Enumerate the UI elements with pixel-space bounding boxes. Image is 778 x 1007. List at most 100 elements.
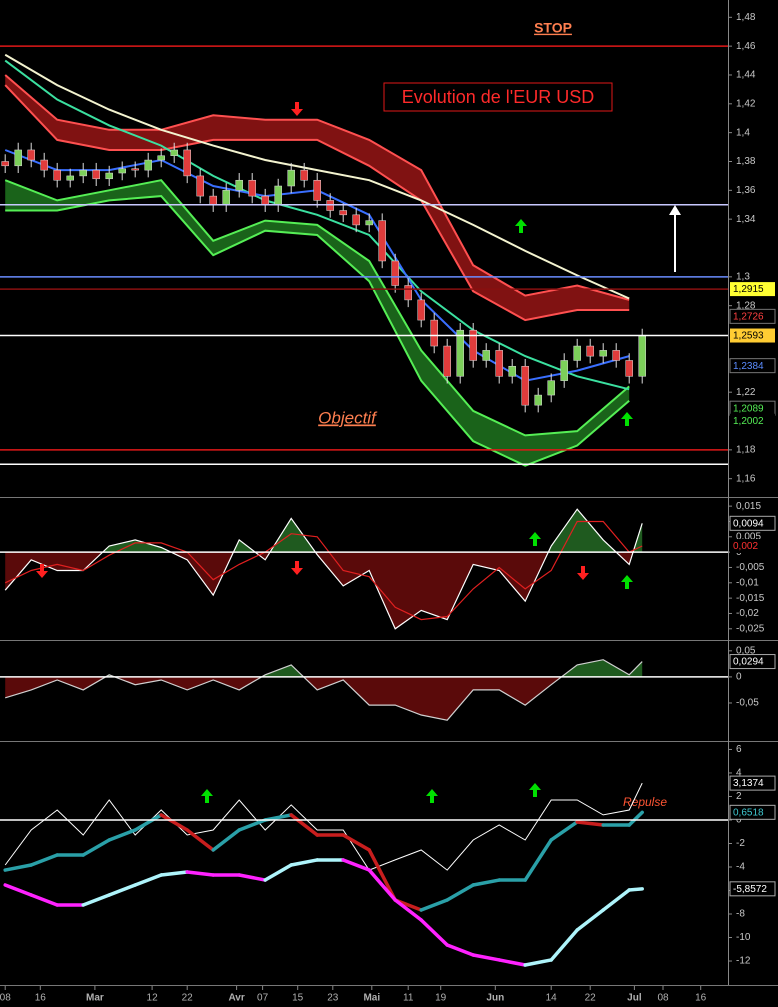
indicator-segment [289,813,319,837]
indicator-segment [341,858,371,872]
indicator-segment [81,838,111,857]
repulse-label: Repulse [623,795,667,809]
price-label: 1,2726 [733,311,764,322]
candle-body [209,195,217,205]
x-tick-label: 16 [695,993,707,1004]
x-tick-label: 11 [403,993,414,1004]
candle-body [183,149,191,177]
candle-body [1,161,9,167]
candle-body [456,329,464,377]
indicator-segment [445,943,475,957]
candle-body [365,220,373,226]
y-tick-label: 1,48 [736,12,756,23]
x-tick-label: Jul [627,993,642,1004]
x-tick-label: 22 [585,993,597,1004]
candle-body [14,149,22,167]
candle-body [287,169,295,187]
y-tick-label: 1,28 [736,300,756,311]
candle-body [261,195,269,205]
indicator-segment [341,833,371,852]
candle-body [599,350,607,357]
target-arrow-head [669,205,681,215]
y-tick-label: 1,44 [736,70,756,81]
candle-body [131,168,139,171]
chart-title: Evolution de l'EUR USD [402,87,595,107]
x-tick-label: 16 [35,993,47,1004]
candle-body [378,220,386,262]
x-tick-label: 15 [292,993,304,1004]
indicator-segment [289,858,319,867]
y-tick-label: 1,38 [736,156,756,167]
band-upper-edge [4,74,630,301]
candle-body [274,185,282,205]
indicator-segment [107,828,137,842]
indicator-segment [523,838,553,882]
y-tick-label: -10 [736,932,751,943]
candle-body [66,175,74,181]
indicator-segment [107,883,137,897]
indicator-segment [471,878,501,887]
price-label: 0,0094 [733,518,764,529]
indicator-segment [393,898,423,922]
price-label: 1,2593 [733,331,764,342]
y-tick-label: 0 [736,672,742,683]
negative-area [5,552,643,629]
price-label: 1,2089 [733,403,764,414]
price-label: 0,6518 [733,807,764,818]
y-tick-label: 2 [736,791,742,802]
candle-body [248,179,256,197]
candle-body [430,319,438,347]
price-label-box [729,308,776,324]
candle-body [118,168,126,174]
price-label-box [730,413,775,428]
y-tick-label: 1,46 [736,41,756,52]
price-label-box [730,282,775,297]
candle-body [79,169,87,177]
candle-body [222,190,230,205]
y-tick-label: 0,015 [736,501,761,512]
band-lower-edge [5,195,630,467]
indicator-segment [471,953,501,962]
candle-body [612,350,620,361]
indicator-segment [185,828,215,852]
price-label-box [729,881,776,897]
x-tick-label: 22 [182,993,194,1004]
indicator-segment [627,887,644,892]
y-tick-label: -0,005 [736,562,765,573]
price-label-box [729,804,776,820]
negative-area [5,676,643,721]
y-tick-label: 0,05 [736,645,756,656]
y-tick-label: 4 [736,768,742,779]
candle-body [105,172,113,180]
price-label: 1,2002 [733,416,764,427]
candle-body [300,169,308,181]
candle-body [443,345,451,377]
series-layer: 1,481,461,441,421,41,381,361,341,31,281,… [0,12,776,1004]
signal-arrows [36,102,681,803]
stop-label: STOP [534,20,572,36]
band-upper-edge [4,179,630,437]
objectif-label: Objectif [318,408,378,427]
oscillator-line [4,520,643,621]
price-label: 1,2915 [733,284,764,295]
indicator-segment [237,818,267,832]
plot-area [0,659,728,721]
candle-body [235,179,243,191]
indicator-segment [133,873,163,887]
x-tick-label: 08 [657,993,669,1004]
y-tick-label: 1,34 [736,214,756,225]
y-tick-label: 1,4 [736,127,750,138]
x-tick-label: 07 [257,993,269,1004]
indicator-segment [237,873,267,882]
x-tick-label: 23 [327,993,339,1004]
candle-body [196,175,204,197]
indicator-segment [211,828,241,852]
indicator-segment [497,958,527,967]
indicator-segment [133,813,163,832]
candle-body [40,159,48,171]
indicator-segment [159,870,189,877]
y-tick-label: 1,36 [736,185,756,196]
price-label-box [730,539,775,553]
